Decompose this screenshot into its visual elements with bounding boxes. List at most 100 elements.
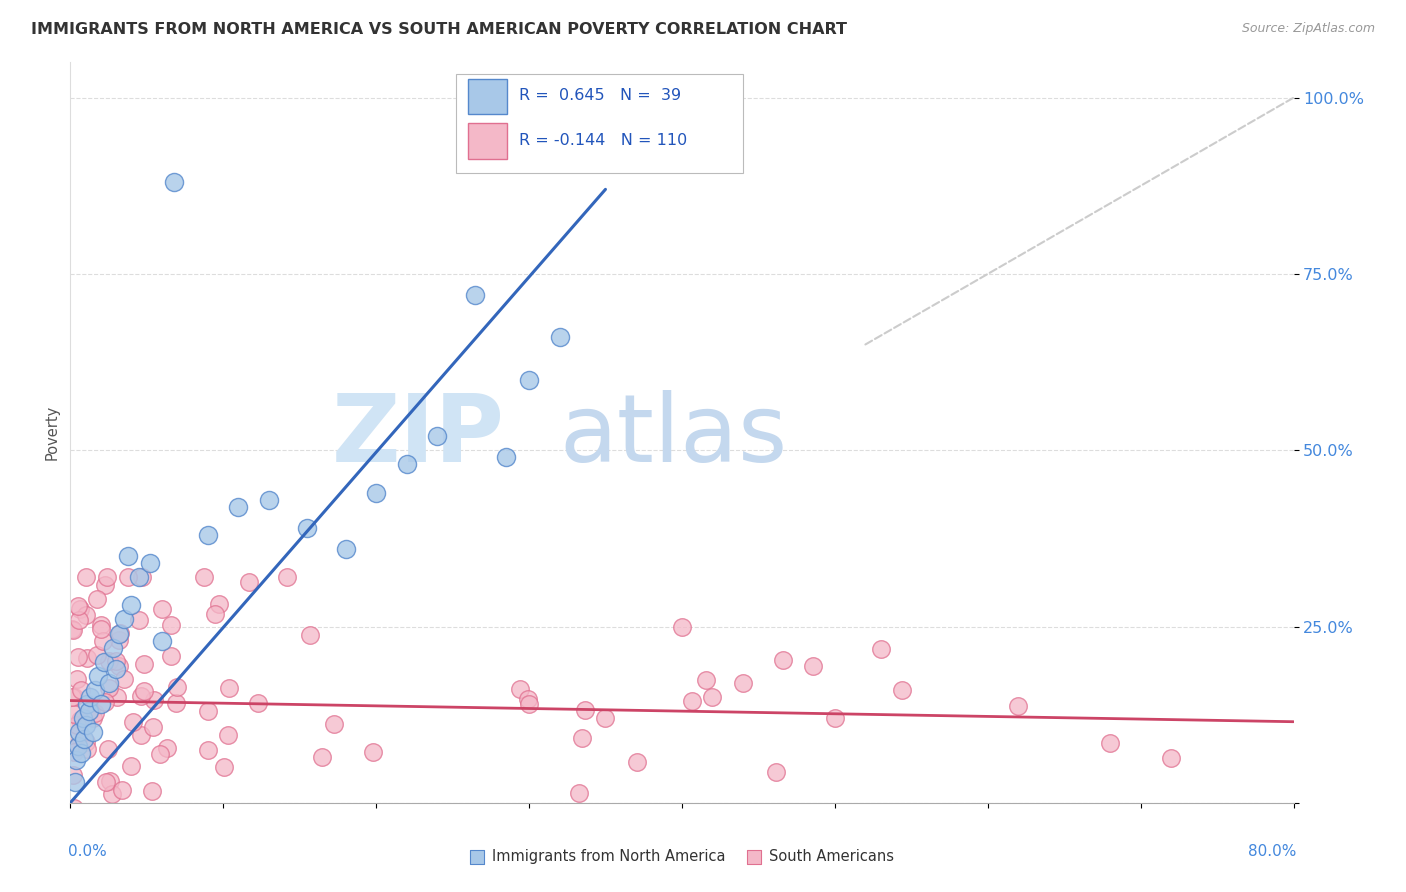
Point <box>297 521 319 535</box>
Point <box>437 824 460 838</box>
Point <box>82 725 104 739</box>
Point <box>517 373 540 387</box>
Point <box>1099 736 1122 750</box>
Point <box>62 824 84 838</box>
Point <box>62 745 84 759</box>
Point <box>595 711 617 725</box>
Point <box>132 657 155 671</box>
Point <box>134 684 156 698</box>
Point <box>395 458 418 472</box>
Point <box>870 641 893 656</box>
Y-axis label: Poverty: Poverty <box>44 405 59 460</box>
Point <box>70 682 93 697</box>
Point <box>62 623 84 637</box>
Point <box>165 696 187 710</box>
Point <box>257 492 280 507</box>
Point <box>76 741 98 756</box>
Point <box>548 330 571 344</box>
Point <box>62 768 84 782</box>
Point <box>107 659 129 673</box>
Point <box>253 824 276 838</box>
Point <box>69 601 91 615</box>
Bar <box>468 123 508 159</box>
Point <box>218 681 240 695</box>
Point <box>733 676 755 690</box>
Point <box>75 570 97 584</box>
Point <box>65 754 87 768</box>
Text: R =  0.645   N =  39: R = 0.645 N = 39 <box>519 88 682 103</box>
Point <box>193 570 215 584</box>
Point <box>70 747 93 761</box>
Point <box>197 704 219 718</box>
Point <box>67 613 90 627</box>
Point <box>98 773 121 788</box>
Point <box>84 706 107 720</box>
Point <box>464 288 486 302</box>
Point <box>76 697 98 711</box>
Point <box>86 591 108 606</box>
Point <box>66 649 89 664</box>
Text: ZIP: ZIP <box>332 391 505 483</box>
Point <box>159 618 181 632</box>
Point <box>63 801 86 815</box>
Point <box>66 672 89 686</box>
Point <box>772 653 794 667</box>
Point <box>571 731 593 745</box>
Legend: Immigrants from North America, South Americans: Immigrants from North America, South Ame… <box>464 843 900 870</box>
Point <box>62 690 84 704</box>
Point <box>141 784 163 798</box>
Point <box>91 633 114 648</box>
Point <box>79 703 101 717</box>
Point <box>96 570 118 584</box>
Point <box>142 720 165 734</box>
Point <box>129 690 152 704</box>
Point <box>67 728 90 742</box>
Point <box>75 735 97 749</box>
Point <box>86 648 108 662</box>
Point <box>60 690 83 705</box>
Point <box>108 626 131 640</box>
Point <box>681 694 703 708</box>
Point <box>159 649 181 664</box>
Point <box>276 570 298 584</box>
Point <box>94 578 117 592</box>
Bar <box>468 78 508 114</box>
Point <box>197 528 219 542</box>
Point <box>76 651 98 665</box>
Point <box>322 717 344 731</box>
Point <box>426 429 449 443</box>
FancyBboxPatch shape <box>456 73 744 173</box>
Point <box>96 775 118 789</box>
Point <box>311 750 333 764</box>
Text: IMMIGRANTS FROM NORTH AMERICA VS SOUTH AMERICAN POVERTY CORRELATION CHART: IMMIGRANTS FROM NORTH AMERICA VS SOUTH A… <box>31 22 846 37</box>
Point <box>97 741 120 756</box>
Point <box>574 703 596 717</box>
Point <box>101 787 124 801</box>
Point <box>765 764 787 779</box>
Point <box>65 741 87 756</box>
Point <box>60 623 83 637</box>
Point <box>121 599 143 613</box>
Point <box>66 739 89 754</box>
Point <box>149 747 172 761</box>
Point <box>166 680 188 694</box>
Point <box>495 450 517 465</box>
Point <box>568 786 591 800</box>
Point <box>208 597 231 611</box>
Point <box>516 692 538 706</box>
Point <box>90 697 112 711</box>
Point <box>105 690 128 705</box>
Point <box>204 607 226 622</box>
Point <box>212 760 235 774</box>
Point <box>128 614 150 628</box>
Point <box>90 618 112 632</box>
Point <box>117 824 139 838</box>
Point <box>517 697 540 711</box>
Point <box>335 541 357 556</box>
Point <box>530 810 553 824</box>
Point <box>97 654 120 668</box>
Point <box>117 549 139 563</box>
Point <box>702 690 724 704</box>
Point <box>72 711 94 725</box>
Point <box>695 673 717 687</box>
